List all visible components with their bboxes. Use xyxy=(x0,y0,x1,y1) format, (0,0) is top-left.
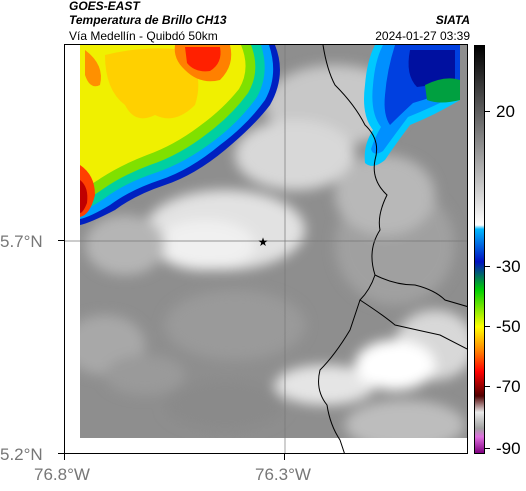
colorbar-tick xyxy=(485,386,490,387)
colorbar-label-minus70: -70 xyxy=(496,377,521,396)
colorbar-label-minus30: -30 xyxy=(496,257,521,276)
convective-cloud-west xyxy=(80,45,280,225)
convective-cloud-east xyxy=(364,45,460,166)
lon-tick-76.3 xyxy=(284,454,285,460)
lat-tick-5.7 xyxy=(58,240,64,241)
cloud-texture xyxy=(65,65,467,450)
colorbar-tick xyxy=(485,111,490,112)
lon-label-76.3: 76.3°W xyxy=(255,465,311,484)
colorbar-tick xyxy=(485,266,490,267)
product-subtitle: Temperatura de Brillo CH13 xyxy=(69,13,227,27)
lat-tick-5.2 xyxy=(58,453,64,454)
product-title: GOES-EAST xyxy=(69,0,140,13)
colorbar-tick xyxy=(485,326,490,327)
star-marker[interactable]: ★ xyxy=(258,235,269,249)
admin-borders xyxy=(318,45,467,453)
lat-label-5.2: 5.2°N xyxy=(0,445,43,464)
colorbar-tick xyxy=(485,448,490,449)
lon-label-76.8: 76.8°W xyxy=(34,465,90,484)
organization-label: SIATA xyxy=(435,13,470,27)
map-panel[interactable]: ★ xyxy=(64,44,468,454)
satellite-image: ★ xyxy=(65,45,467,453)
colorbar-label-minus90: -90 xyxy=(496,439,521,458)
region-label: Vía Medellín - Quibdó 50km xyxy=(69,29,218,43)
lon-tick-76.8 xyxy=(64,454,65,460)
lat-label-5.7: 5.7°N xyxy=(0,232,43,251)
colorbar-label-20: 20 xyxy=(496,102,515,121)
temperature-colorbar xyxy=(474,45,485,454)
timestamp-label: 2024-01-27 03:39 xyxy=(375,29,470,43)
colorbar-label-minus50: -50 xyxy=(496,317,521,336)
